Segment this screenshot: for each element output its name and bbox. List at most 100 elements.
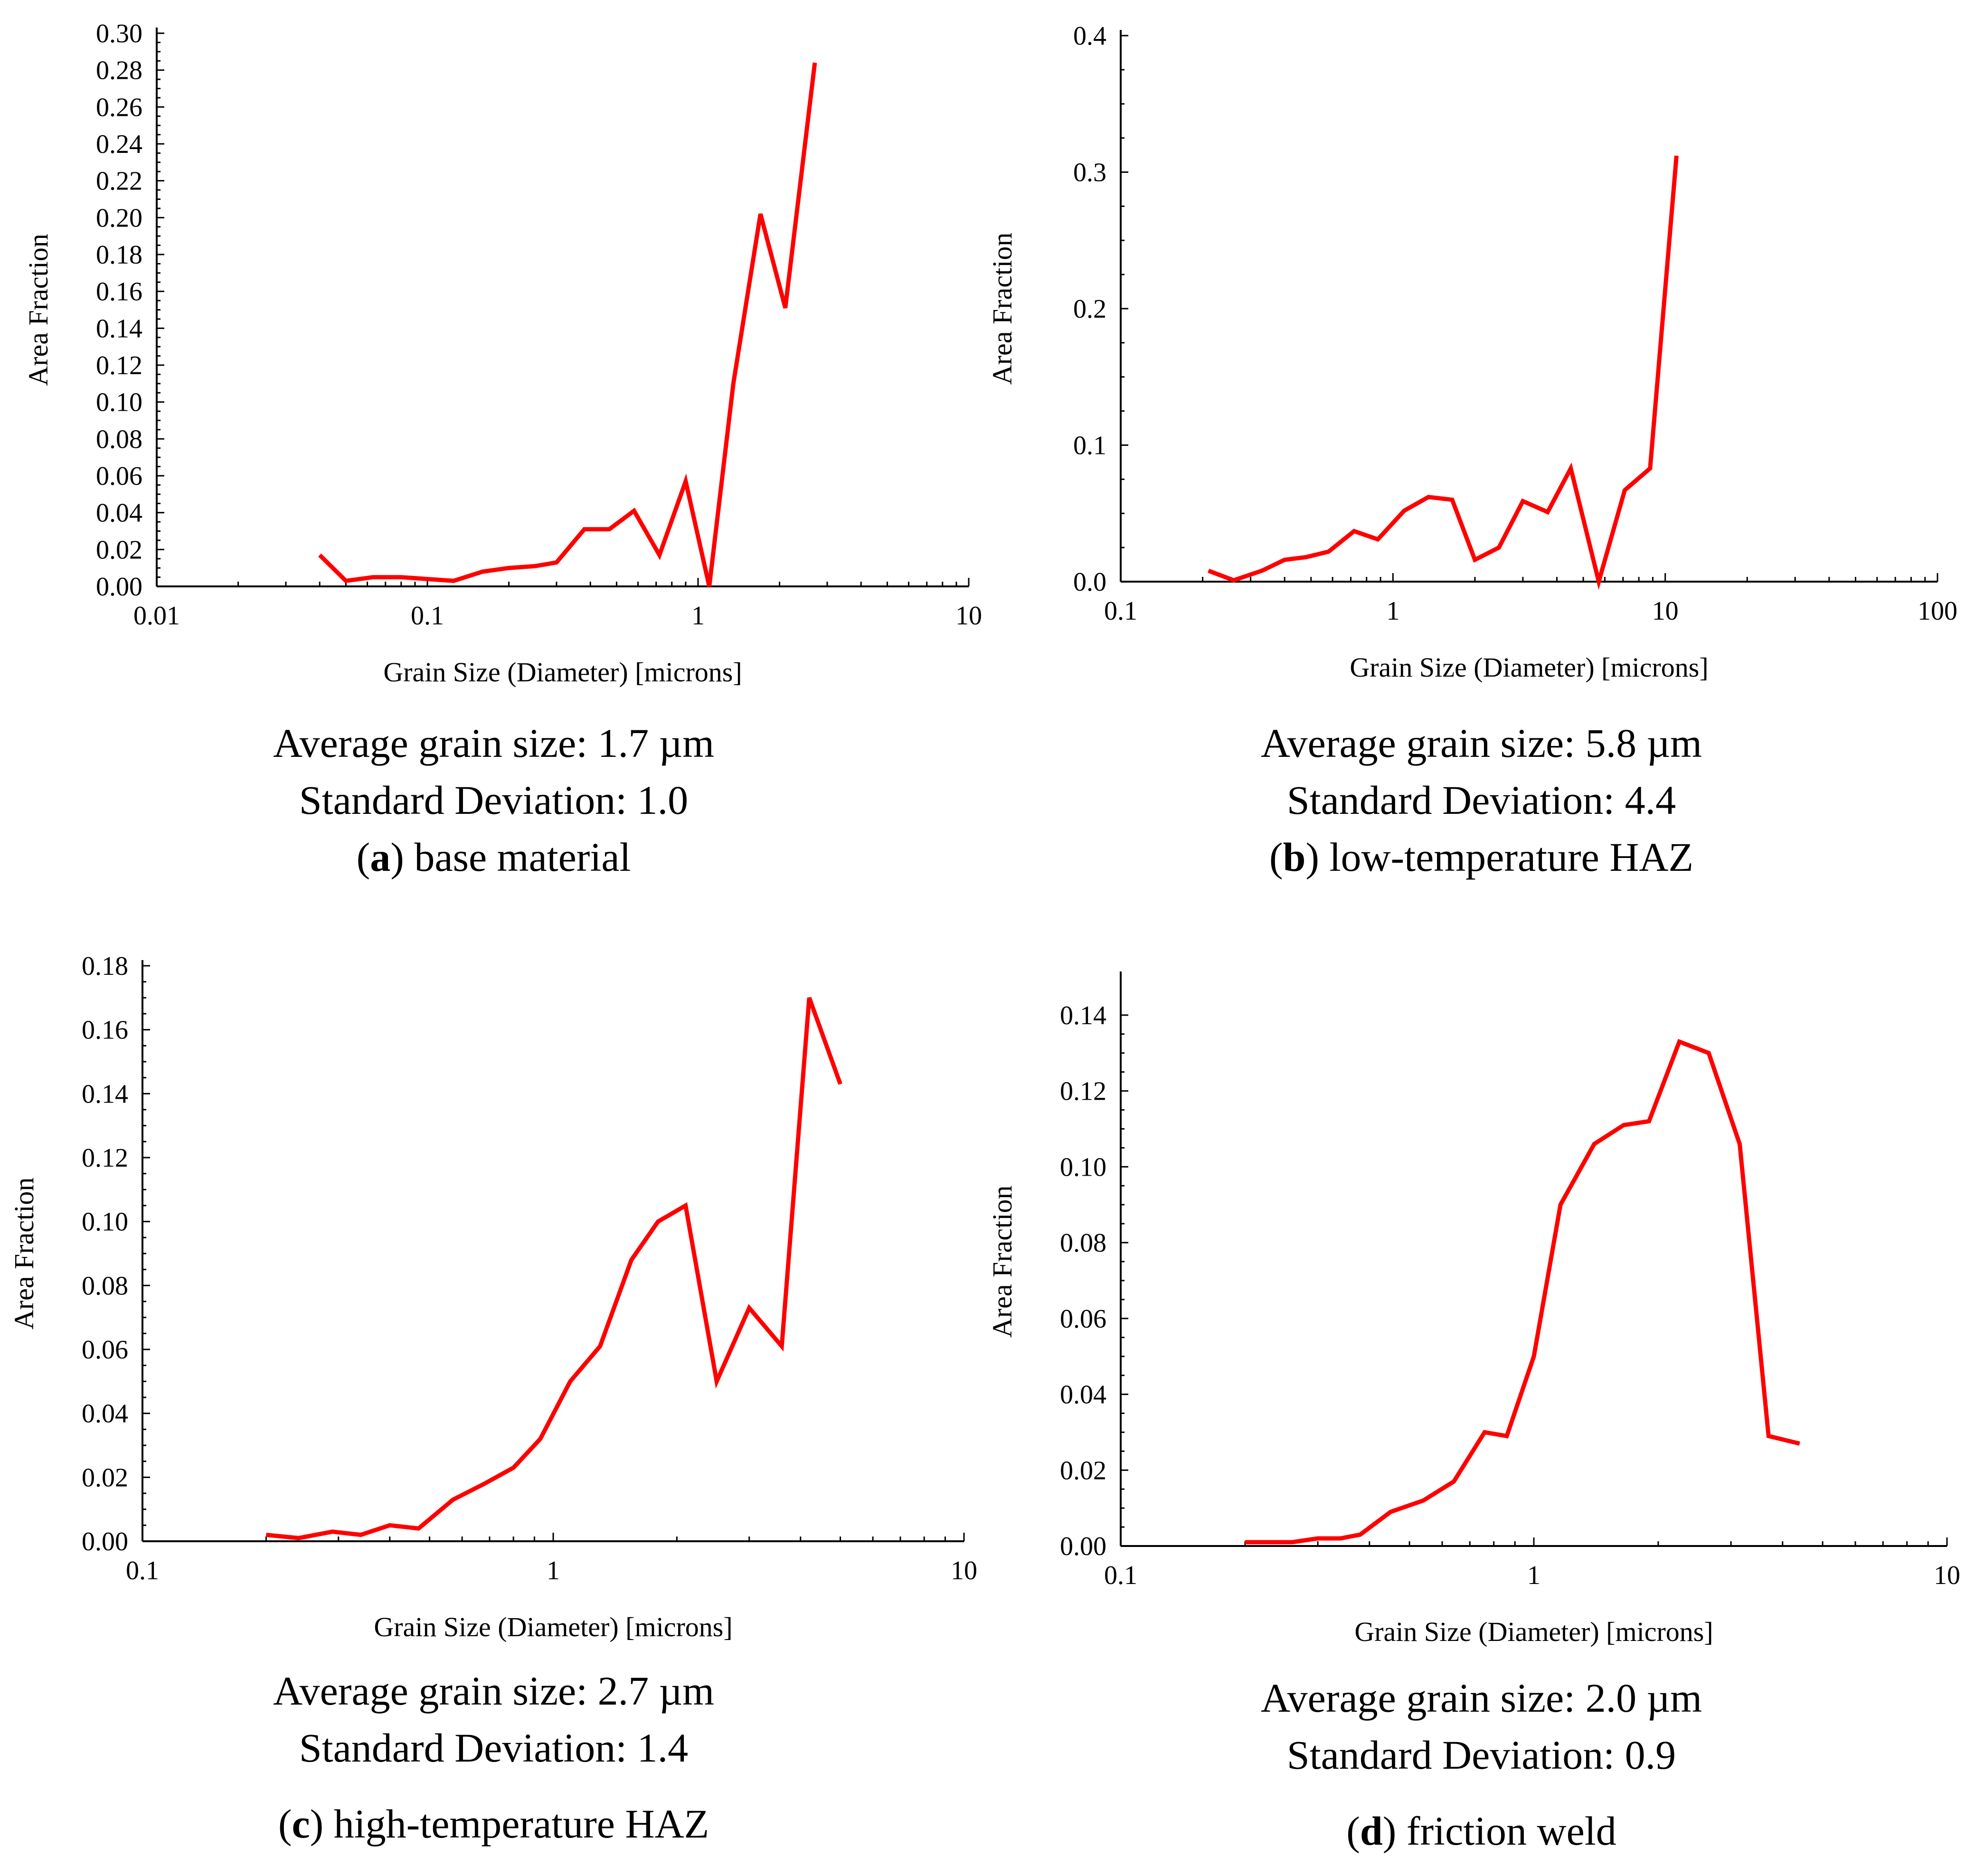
chart-a: 0.00 0.02 0.04 0.06 0.08 0.10 0.12 0.14 0.16 0.18…	[23, 19, 982, 688]
panel-title-a: base material	[414, 834, 631, 880]
y-tick-label: 0.02	[82, 1463, 128, 1492]
y-tick-label: 0.1	[1073, 431, 1106, 461]
chart-panel-b: 0.0 0.1 0.2 0.3 0.4 0.1 1 10 100 Grain Size (Diam…	[988, 0, 1975, 938]
x-tick-label: 10	[1652, 596, 1679, 626]
x-axis-title: Grain Size (Diameter) [microns]	[1350, 652, 1708, 683]
y-tick-label: 0.30	[96, 19, 142, 48]
y-tick-label: 0.00	[82, 1527, 128, 1556]
data-point	[556, 562, 557, 563]
panel-caption-c: (c) high-temperature HAZ	[278, 1801, 709, 1847]
chart-panel-d: 0.00 0.02 0.04 0.06 0.08 0.10 0.12 0.14 0.1 1 10 Gr…	[988, 938, 1975, 1876]
x-tick-label: 100	[1918, 596, 1957, 626]
panel-letter-a: a	[370, 834, 391, 880]
data-point	[733, 383, 734, 384]
data-point	[482, 571, 483, 572]
y-tick-label: 0.08	[96, 424, 142, 454]
y-axis-title: Area Fraction	[988, 1186, 1018, 1338]
panel-caption-d: (d) friction weld	[1346, 1808, 1616, 1854]
x-tick-label: 0.1	[126, 1556, 159, 1585]
y-tick-label: 0.10	[82, 1207, 128, 1237]
y-tick-label: 0.18	[82, 952, 128, 981]
y-axis-title: Area Fraction	[23, 234, 54, 386]
y-tick-label: 0.28	[96, 56, 142, 85]
series-line-area-fraction	[265, 997, 842, 1540]
average-grain-size-c: Average grain size: 2.7 µm	[273, 1668, 715, 1714]
y-tick-label: 0.08	[1060, 1228, 1106, 1258]
x-axis-title: Grain Size (Diameter) [microns]	[374, 1612, 732, 1642]
data-point	[1292, 1542, 1293, 1543]
average-grain-size-b: Average grain size: 5.8 µm	[1260, 720, 1702, 766]
x-tick-label: 10	[951, 1556, 977, 1585]
data-point	[1340, 1538, 1341, 1539]
data-point	[1799, 1443, 1800, 1444]
x-tick-label: 0.1	[1104, 1561, 1137, 1590]
x-tick-label: 0.1	[1104, 596, 1137, 626]
caption-d: Average grain size: 2.0 µm Standard Devi…	[988, 1669, 1975, 1859]
panel-letter-c: c	[292, 1801, 310, 1847]
x-tick-label: 1	[1527, 1561, 1540, 1590]
std-deviation-c: Standard Deviation: 1.4	[299, 1725, 689, 1771]
x-axis-title: Grain Size (Diameter) [microns]	[383, 657, 742, 688]
panel-title-c: high-temperature HAZ	[333, 1801, 709, 1847]
y-tick-label: 0.16	[82, 1016, 128, 1045]
series-line-area-fraction	[318, 62, 817, 587]
std-deviation-b: Standard Deviation: 4.4	[1286, 777, 1676, 823]
data-point	[418, 1528, 419, 1529]
y-tick-label: 0.12	[1060, 1077, 1106, 1106]
y-tick-label: 0.10	[96, 388, 142, 417]
x-tick-label: 1	[1386, 596, 1399, 626]
caption-b: Average grain size: 5.8 µm Standard Devi…	[988, 715, 1975, 886]
y-tick-label: 0.12	[96, 351, 142, 380]
x-tick-label: 1	[691, 601, 705, 631]
chart-panel-c: 0.00 0.02 0.04 0.06 0.08 0.10 0.12 0.14 0.16 0.18…	[0, 938, 987, 1876]
x-tick-label: 10	[955, 601, 982, 631]
data-point	[1423, 1500, 1424, 1501]
y-tick-label: 0.22	[96, 167, 142, 196]
caption-c: Average grain size: 2.7 µm Standard Devi…	[0, 1662, 987, 1852]
panel-caption-b: (b) low-temperature HAZ	[1269, 834, 1694, 880]
y-tick-label: 0.14	[96, 314, 142, 343]
std-deviation-d: Standard Deviation: 0.9	[1286, 1732, 1676, 1778]
data-point	[1484, 1432, 1485, 1433]
std-deviation-a: Standard Deviation: 1.0	[299, 777, 689, 823]
x-tick-label: 0.01	[133, 601, 180, 631]
y-tick-label: 0.12	[82, 1143, 128, 1173]
y-tick-label: 0.4	[1073, 21, 1106, 51]
data-point	[1679, 1041, 1680, 1042]
chart-panel-a: 0.00 0.02 0.04 0.06 0.08 0.10 0.12 0.14 0.16 0.18…	[0, 0, 987, 938]
series-line-area-fraction	[1208, 155, 1679, 590]
chart-d: 0.00 0.02 0.04 0.06 0.08 0.10 0.12 0.14 0.1 1 10 Gr…	[988, 971, 1960, 1647]
y-tick-label: 0.2	[1073, 294, 1106, 324]
average-grain-size-a: Average grain size: 1.7 µm	[273, 720, 715, 766]
y-tick-label: 0.0	[1073, 567, 1106, 597]
y-tick-label: 0.06	[1060, 1304, 1106, 1334]
y-tick-label: 0.14	[1060, 1001, 1106, 1030]
y-tick-label: 0.26	[96, 93, 142, 122]
panel-letter-b: b	[1283, 834, 1306, 880]
x-tick-label: 10	[1934, 1561, 1960, 1590]
y-tick-label: 0.04	[82, 1399, 128, 1429]
data-point	[1404, 510, 1405, 511]
y-axis-title: Area Fraction	[9, 1178, 39, 1329]
panel-title-d: friction weld	[1406, 1808, 1616, 1854]
average-grain-size-d: Average grain size: 2.0 µm	[1260, 1675, 1702, 1721]
y-axis-title: Area Fraction	[988, 233, 1018, 385]
panel-caption-a: (a) base material	[356, 834, 631, 880]
y-tick-label: 0.02	[96, 535, 142, 565]
chart-c: 0.00 0.02 0.04 0.06 0.08 0.10 0.12 0.14 0.16 0.18…	[9, 952, 977, 1642]
data-point	[1328, 551, 1329, 552]
y-tick-label: 0.08	[82, 1271, 128, 1301]
y-tick-label: 0.06	[96, 462, 142, 491]
y-tick-label: 0.02	[1060, 1456, 1106, 1485]
y-tick-label: 0.10	[1060, 1152, 1106, 1182]
panel-title-b: low-temperature HAZ	[1329, 834, 1694, 880]
data-point	[1570, 468, 1571, 469]
y-tick-label: 0.06	[82, 1335, 128, 1365]
series-line-area-fraction	[1245, 1038, 1800, 1545]
panel-letter-d: d	[1360, 1808, 1383, 1854]
data-point	[389, 1525, 390, 1526]
x-axis-title: Grain Size (Diameter) [microns]	[1354, 1616, 1713, 1647]
y-tick-label: 0.00	[96, 572, 142, 602]
x-tick-label: 0.1	[411, 601, 444, 631]
